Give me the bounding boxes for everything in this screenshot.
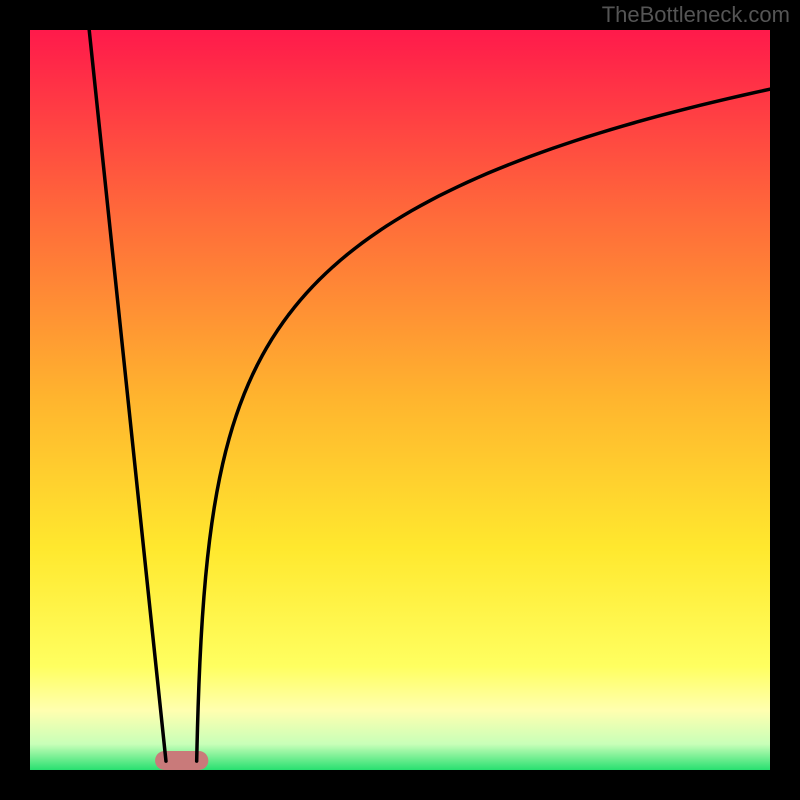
chart-container: TheBottleneck.com (0, 0, 800, 800)
notch-marker (155, 751, 208, 770)
gradient-background (30, 30, 770, 770)
watermark-text: TheBottleneck.com (602, 2, 790, 28)
bottleneck-chart (0, 0, 800, 800)
